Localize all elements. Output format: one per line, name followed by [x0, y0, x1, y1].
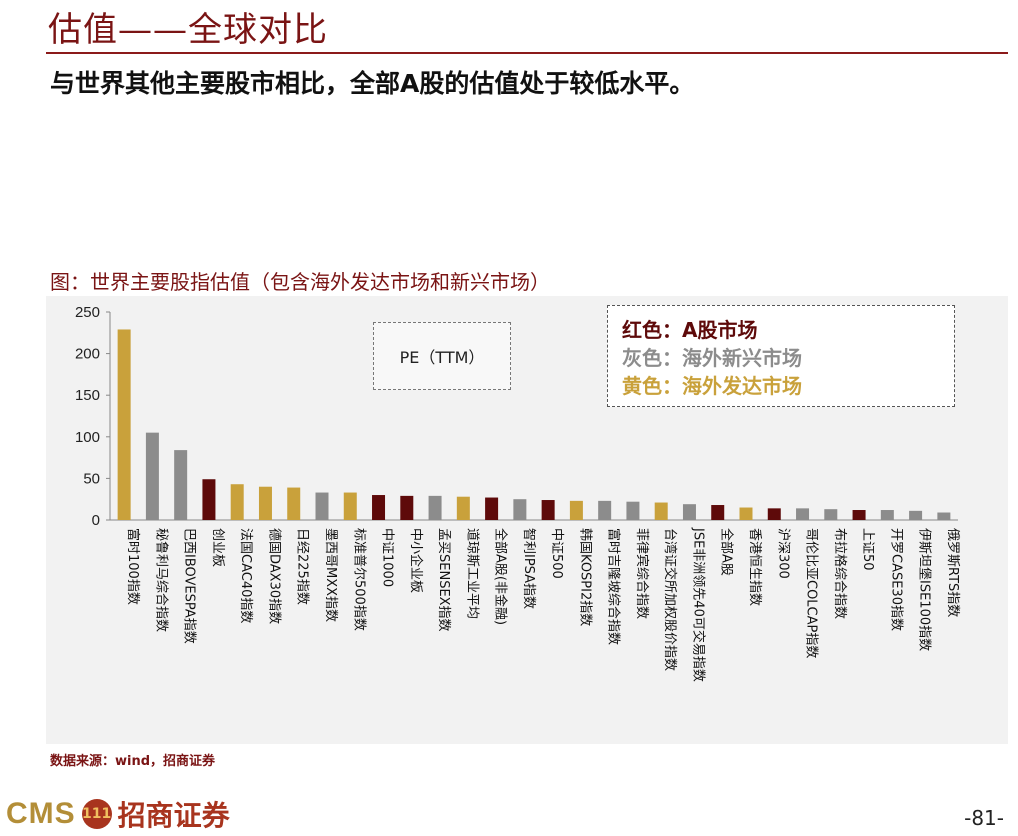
- x-tick-label: 秘鲁利马综合指数: [153, 528, 168, 632]
- x-tick-label: 韩国KOSPI2指数: [577, 528, 592, 626]
- x-tick-label: 沪深300: [775, 528, 791, 579]
- x-tick-label: 布拉格综合指数: [832, 528, 848, 619]
- bar: [315, 492, 329, 520]
- legend-item-emerging: 灰色：海外新兴市场: [622, 346, 802, 370]
- x-tick-label: 巴西IBOVESPA指数: [182, 528, 197, 644]
- bar: [145, 432, 159, 520]
- bar: [937, 512, 951, 520]
- figure-title: 图：世界主要股指估值（包含海外发达市场和新兴市场）: [50, 270, 550, 294]
- x-tick-label: 伊斯坦堡ISE100指数: [917, 528, 933, 651]
- x-tick-label: 法国CAC40指数: [238, 528, 253, 623]
- x-tick-label: 道琼斯工业平均: [464, 528, 479, 619]
- x-tick-label: 台湾证交所加权股价指数: [662, 528, 678, 671]
- x-tick-label: 墨西哥MXX指数: [323, 528, 338, 622]
- y-tick-label: 150: [75, 387, 100, 404]
- bar: [626, 501, 640, 520]
- x-tick-label: 全部A股: [719, 528, 735, 576]
- bar: [287, 487, 301, 520]
- bar: [852, 510, 866, 520]
- y-axis: 0 50 100 150 200 250: [75, 304, 958, 529]
- x-tick-label: 创业板: [210, 528, 225, 567]
- logo-emblem-icon: 111: [81, 799, 112, 829]
- x-tick-label: 开罗CASE30指数: [888, 528, 903, 631]
- x-tick-label: 标准普尔500指数: [351, 528, 366, 631]
- bar: [513, 499, 527, 520]
- x-tick-label: 中证1000: [380, 528, 395, 587]
- bar: [767, 508, 781, 520]
- bar-chart: 0 50 100 150 200 250 富时100指数 秘鲁利马综合指数 巴西IBOVESP…: [75, 304, 960, 682]
- y-tick-label: 0: [92, 512, 100, 529]
- bar: [428, 495, 442, 520]
- x-tick-label: 富时100指数: [125, 528, 141, 605]
- bar-series: [117, 329, 951, 520]
- x-tick-label: 菲律宾综合指数: [634, 528, 650, 619]
- x-tick-label: 富时吉隆坡综合指数: [606, 528, 622, 645]
- bar: [400, 495, 414, 520]
- y-tick-label: 50: [83, 470, 100, 487]
- x-tick-label: 日经225指数: [295, 528, 310, 605]
- bar: [202, 479, 216, 520]
- bar: [456, 496, 470, 520]
- bar: [230, 484, 244, 520]
- x-tick-label: JSE非洲领先40可交易指数: [690, 527, 706, 682]
- legend-item-a-share: 红色：A股市场: [622, 318, 758, 342]
- bar: [541, 500, 555, 520]
- logo-cms-text: CMS: [6, 797, 76, 830]
- x-tick-label: 香港恒生指数: [747, 528, 762, 606]
- bar: [598, 500, 612, 520]
- y-tick-label: 250: [75, 304, 100, 321]
- bar: [880, 510, 894, 520]
- bar: [682, 504, 696, 520]
- page-number: -81-: [964, 806, 1004, 830]
- bar: [174, 450, 188, 520]
- pe-annotation-box: PE（TTM）: [373, 322, 511, 390]
- bar: [485, 497, 499, 520]
- x-tick-label: 全部A股(非金融): [493, 528, 509, 625]
- bar: [117, 329, 131, 520]
- x-tick-label: 智利IPSA指数: [521, 528, 536, 609]
- x-tick-label: 上证50: [860, 528, 875, 571]
- slide-title: 估值——全球对比: [48, 10, 328, 50]
- x-tick-label: 孟买SENSEX指数: [436, 528, 451, 632]
- bar: [739, 507, 753, 520]
- bar: [796, 508, 810, 520]
- slide-subtitle: 与世界其他主要股市相比，全部A股的估值处于较低水平。: [50, 69, 695, 98]
- bar: [654, 502, 668, 520]
- x-tick-label: 中证500: [549, 528, 564, 579]
- bar: [824, 509, 838, 520]
- bar: [258, 486, 272, 520]
- bar: [343, 492, 357, 520]
- company-logo: CMS 111 招商证券: [6, 794, 230, 834]
- title-divider: [46, 52, 1008, 54]
- x-tick-label: 俄罗斯RTS指数: [945, 528, 960, 617]
- bar: [711, 505, 725, 520]
- pe-annotation-label: PE（TTM）: [399, 348, 485, 367]
- bar: [569, 500, 583, 520]
- x-tick-label: 哥伦比亚COLCAP指数: [804, 528, 819, 658]
- chart-panel-header: [46, 262, 1008, 296]
- x-axis-labels: 富时100指数 秘鲁利马综合指数 巴西IBOVESPA指数 创业板 法国CAC40指数德…: [125, 527, 960, 682]
- legend-item-developed: 黄色：海外发达市场: [622, 374, 802, 398]
- x-tick-label: 德国DAX30指数: [266, 528, 281, 624]
- logo-company-name: 招商证券: [117, 799, 230, 832]
- bar: [372, 495, 386, 520]
- x-tick-label: 中小企业板: [408, 528, 424, 593]
- bar: [909, 510, 923, 520]
- data-source: 数据来源：wind，招商证券: [50, 754, 216, 769]
- y-tick-label: 100: [75, 429, 100, 446]
- chart-legend: 红色：A股市场 灰色：海外新兴市场 黄色：海外发达市场: [607, 305, 955, 407]
- y-tick-label: 200: [75, 346, 100, 363]
